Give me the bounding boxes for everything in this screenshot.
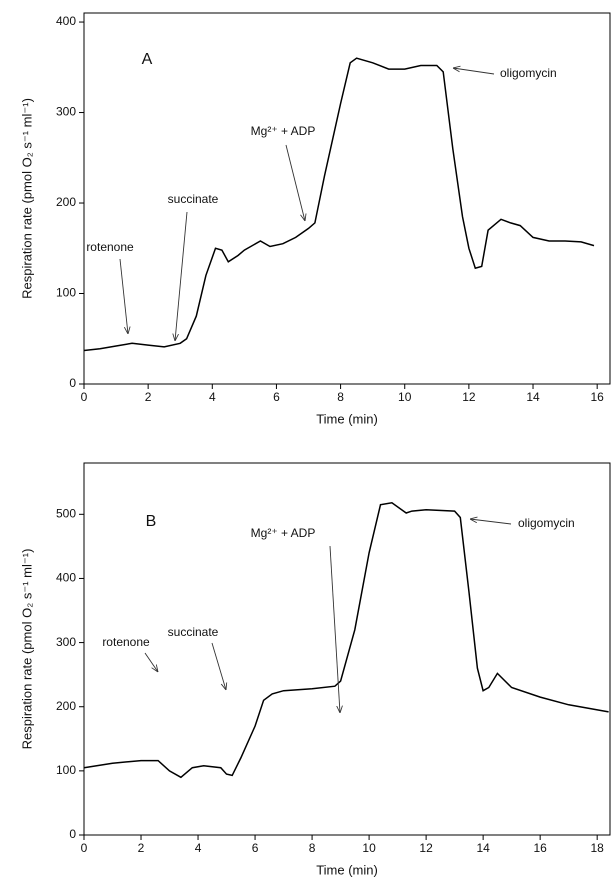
- x-tick-label: 4: [209, 390, 216, 404]
- annotation-arrow: [470, 519, 512, 525]
- x-tick-label: 12: [419, 841, 433, 855]
- annotation: rotenone: [86, 240, 134, 254]
- annotation: oligomycin: [518, 516, 575, 530]
- annotation: succinate: [168, 192, 219, 206]
- annotation: rotenone: [102, 635, 150, 649]
- x-tick-label: 18: [590, 841, 604, 855]
- x-tick-label: 8: [337, 390, 344, 404]
- x-tick-label: 12: [462, 390, 476, 404]
- annotation-arrow: [211, 642, 226, 690]
- data-line: [83, 57, 595, 352]
- annotation: oligomycin: [500, 66, 557, 80]
- x-tick-label: 10: [398, 390, 412, 404]
- y-tick-label: 500: [56, 506, 76, 520]
- panel-label: A: [142, 51, 153, 68]
- annotation: Mg²⁺ + ADP: [251, 124, 316, 138]
- y-axis-label: Respiration rate (pmol O₂ s⁻¹ ml⁻¹): [19, 549, 34, 750]
- plot-frame: [83, 462, 611, 836]
- panel-label: B: [146, 513, 157, 530]
- y-tick-label: 300: [56, 105, 76, 119]
- annotation-arrow: [453, 68, 495, 75]
- x-axis-label: Time (min): [316, 862, 378, 877]
- annotation: succinate: [168, 625, 219, 639]
- y-tick-label: 0: [69, 376, 76, 390]
- y-tick-label: 400: [56, 571, 76, 585]
- x-tick-label: 4: [195, 841, 202, 855]
- x-tick-label: 2: [138, 841, 145, 855]
- x-tick-label: 0: [81, 390, 88, 404]
- y-tick-label: 100: [56, 286, 76, 300]
- annotation-arrow: [329, 545, 340, 713]
- x-tick-label: 14: [476, 841, 490, 855]
- data-line: [83, 502, 609, 779]
- x-tick-label: 0: [81, 841, 88, 855]
- annotation-arrow: [285, 144, 305, 221]
- x-tick-label: 8: [309, 841, 316, 855]
- x-tick-label: 10: [362, 841, 376, 855]
- x-axis-label: Time (min): [316, 411, 378, 426]
- x-tick-label: 16: [533, 841, 547, 855]
- y-tick-label: 100: [56, 763, 76, 777]
- y-axis-label: Respiration rate (pmol O₂ s⁻¹ ml⁻¹): [19, 98, 34, 299]
- plot-frame: [83, 12, 611, 385]
- x-tick-label: 2: [145, 390, 152, 404]
- x-tick-label: 16: [590, 390, 604, 404]
- annotation-arrow: [144, 652, 158, 672]
- annotation-arrow: [119, 258, 128, 334]
- annotation-arrow: [175, 211, 188, 341]
- y-tick-label: 200: [56, 699, 76, 713]
- y-tick-label: 0: [69, 827, 76, 841]
- y-tick-label: 300: [56, 635, 76, 649]
- y-tick-label: 200: [56, 195, 76, 209]
- x-tick-label: 14: [526, 390, 540, 404]
- x-tick-label: 6: [273, 390, 280, 404]
- x-tick-label: 6: [252, 841, 259, 855]
- y-tick-label: 400: [56, 14, 76, 28]
- annotation: Mg²⁺ + ADP: [251, 526, 316, 540]
